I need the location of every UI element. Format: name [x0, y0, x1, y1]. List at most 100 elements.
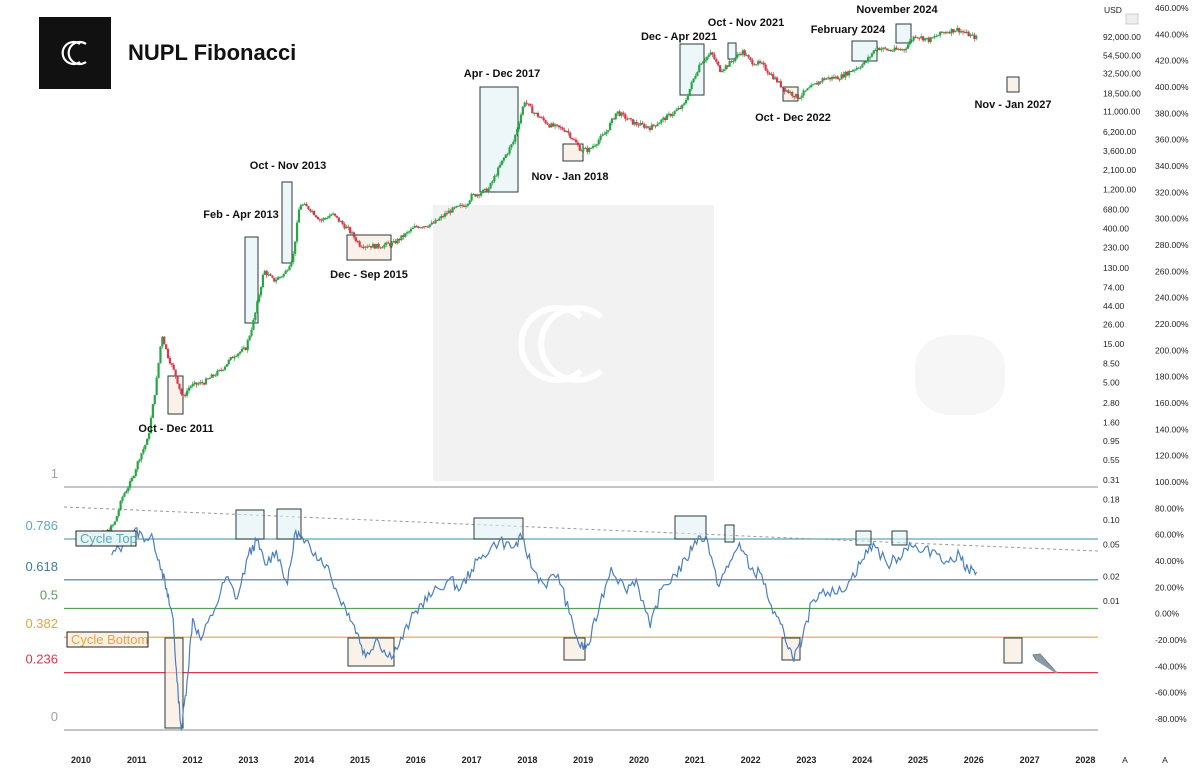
- candle: [523, 102, 526, 107]
- candle: [332, 213, 335, 215]
- candle: [791, 92, 794, 96]
- candle: [481, 189, 485, 194]
- candle: [772, 74, 775, 80]
- candle: [965, 31, 968, 33]
- candle: [920, 36, 923, 39]
- candle: [337, 217, 340, 222]
- candle: [880, 49, 883, 51]
- candle: [159, 346, 162, 363]
- candle: [214, 375, 217, 377]
- zone-box: [276, 508, 302, 540]
- price-tick-label: 2.80: [1103, 398, 1120, 408]
- candle: [673, 111, 676, 115]
- candle: [185, 390, 189, 396]
- fib-level-label: 1: [51, 466, 58, 481]
- x-tick-label: 2026: [964, 755, 984, 765]
- candle: [476, 194, 479, 197]
- candle: [479, 193, 483, 196]
- percent-tick-label: -20.00%: [1155, 635, 1187, 645]
- percent-tick-label: 160.00%: [1155, 398, 1189, 408]
- candle: [969, 34, 972, 37]
- candle: [582, 148, 585, 151]
- candle: [872, 50, 875, 54]
- zone-box: [727, 42, 737, 60]
- candle: [466, 203, 469, 206]
- zone-box: [473, 517, 524, 540]
- candle: [711, 52, 714, 55]
- candle: [282, 273, 285, 277]
- candle: [542, 117, 545, 121]
- candle: [240, 348, 244, 352]
- candle: [354, 237, 357, 242]
- zone-box: [235, 509, 265, 540]
- nupl-line: [111, 527, 978, 731]
- candle: [182, 394, 185, 396]
- candle: [785, 90, 788, 92]
- candle: [664, 117, 667, 121]
- candle: [719, 65, 722, 73]
- candle: [912, 36, 915, 41]
- price-tick-label: 5.00: [1103, 377, 1120, 387]
- candle: [341, 221, 344, 225]
- annotation-label: Dec - Apr 2021: [641, 31, 717, 43]
- candle: [914, 36, 917, 38]
- candle: [715, 59, 718, 62]
- candle: [838, 79, 841, 81]
- candle: [261, 274, 265, 288]
- candle: [574, 139, 578, 143]
- candle: [371, 244, 375, 248]
- candle: [519, 114, 523, 124]
- trend-line: [63, 506, 1099, 552]
- percent-tick-label: 320.00%: [1155, 187, 1189, 197]
- candle: [246, 340, 249, 351]
- candle: [548, 124, 551, 128]
- axis-marker: [1125, 13, 1139, 25]
- candle: [897, 49, 900, 51]
- candle: [696, 72, 699, 76]
- candle: [829, 77, 832, 80]
- candle: [665, 114, 669, 121]
- candle: [206, 378, 209, 380]
- percent-tick-label: 240.00%: [1155, 293, 1189, 303]
- candle: [136, 461, 139, 470]
- candle: [745, 55, 748, 57]
- candle: [950, 29, 953, 34]
- candle: [675, 109, 678, 112]
- candle: [350, 232, 354, 234]
- percent-tick-label: 20.00%: [1155, 582, 1184, 592]
- candle: [878, 47, 881, 51]
- candle: [631, 119, 634, 125]
- candle: [142, 449, 145, 454]
- candle: [426, 226, 430, 228]
- candle: [783, 88, 786, 92]
- candle: [149, 417, 153, 434]
- candle: [848, 70, 851, 76]
- candle: [464, 205, 468, 207]
- candle: [868, 56, 872, 58]
- annotation-label: Nov - Jan 2018: [531, 171, 608, 183]
- candle: [170, 363, 173, 365]
- candle: [193, 382, 196, 384]
- candle: [326, 217, 329, 219]
- candle: [244, 347, 247, 351]
- candle: [882, 47, 885, 50]
- candle: [447, 210, 450, 214]
- candle: [195, 382, 198, 385]
- x-tick-extra: A: [1162, 755, 1168, 765]
- percent-tick-label: 380.00%: [1155, 108, 1189, 118]
- candle: [394, 240, 397, 244]
- percent-tick-label: 280.00%: [1155, 240, 1189, 250]
- x-tick-label: 2024: [852, 755, 872, 765]
- candle: [605, 131, 608, 135]
- candle: [134, 469, 137, 476]
- candle: [849, 70, 853, 72]
- candle: [692, 78, 695, 83]
- cc-logo-icon: [61, 40, 87, 66]
- candle: [870, 53, 874, 57]
- candle: [191, 383, 194, 387]
- candle: [633, 121, 636, 125]
- fib-level-label: 0: [51, 709, 58, 724]
- candle: [956, 27, 959, 31]
- candle: [502, 157, 505, 161]
- candle: [280, 276, 283, 278]
